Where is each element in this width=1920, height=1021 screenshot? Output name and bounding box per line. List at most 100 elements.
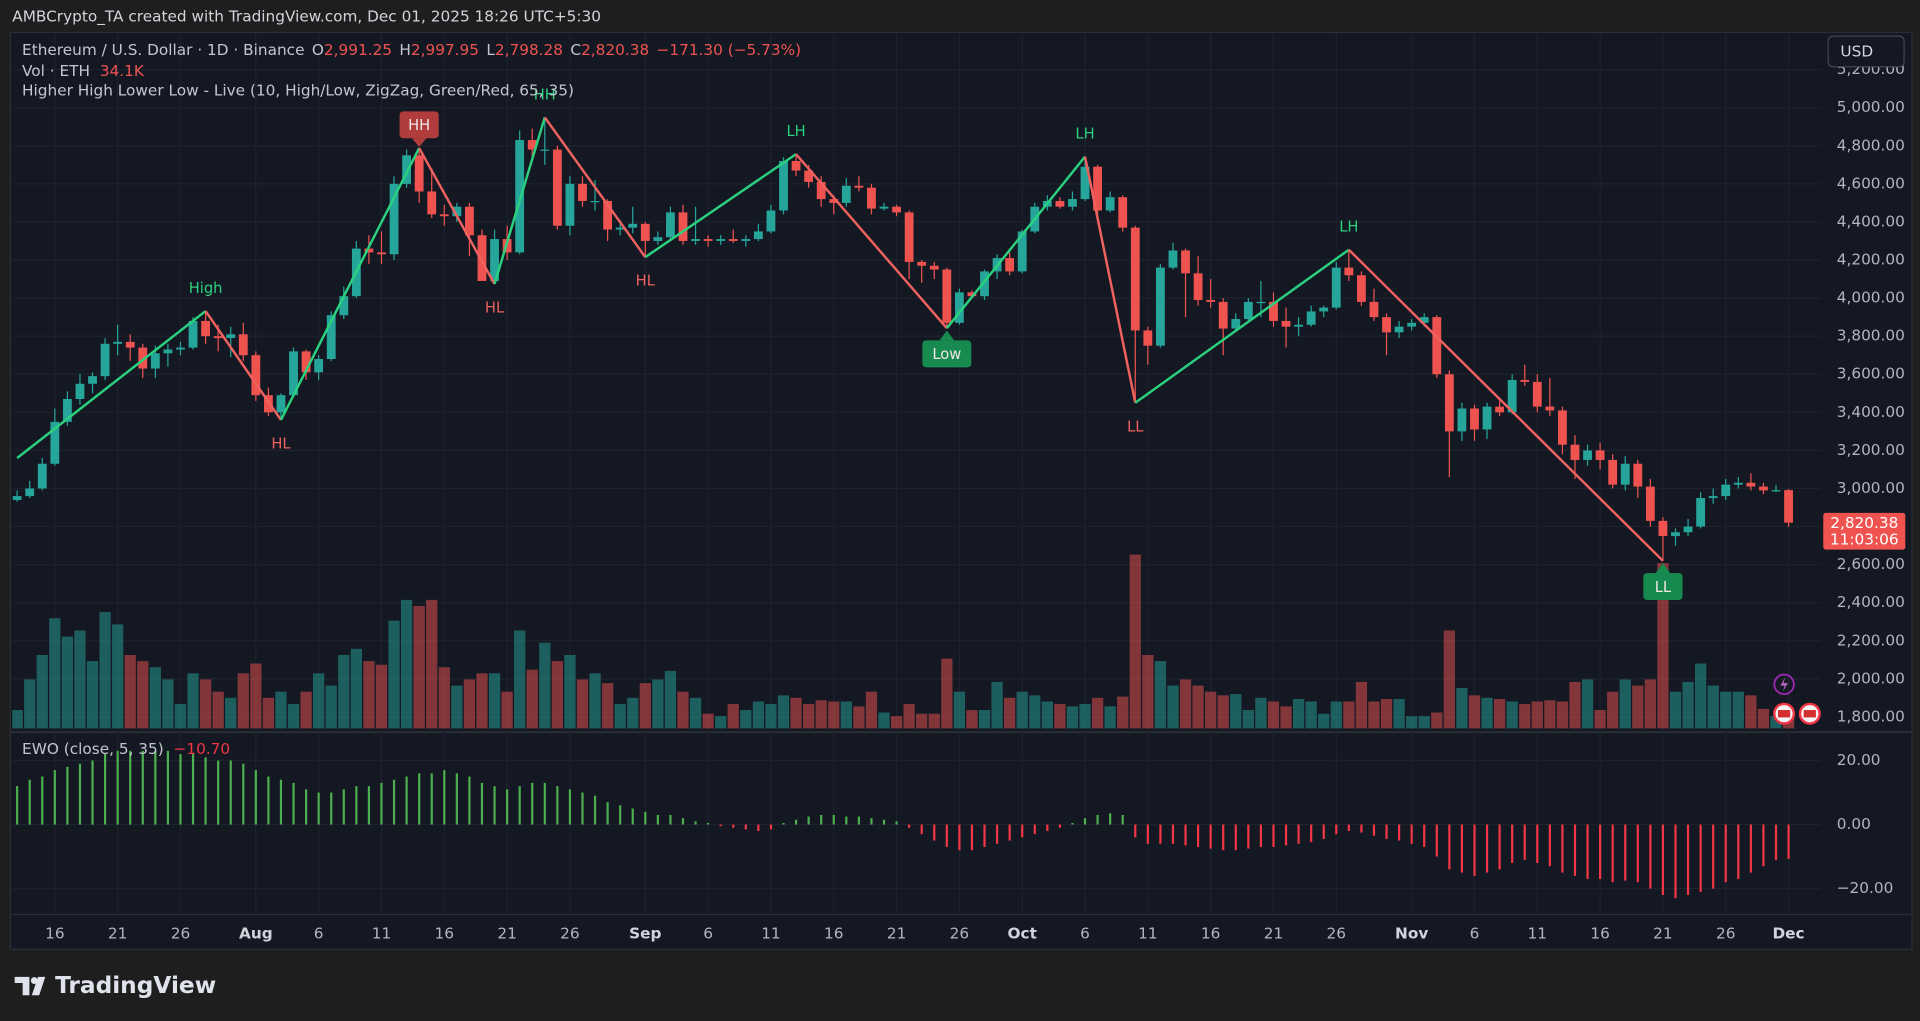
volume-bar [363, 661, 375, 729]
pivot-label: LL [1655, 579, 1672, 596]
volume-bar [174, 703, 187, 729]
currency-button[interactable]: USD [1827, 35, 1905, 68]
pivot-label: LL [1127, 418, 1144, 435]
legend-value: 2,798.28 [495, 41, 563, 59]
volume-bar [463, 679, 476, 729]
zigzag-segment [418, 147, 496, 285]
currency-button-box[interactable] [1827, 35, 1905, 68]
volume-bar [1091, 697, 1104, 729]
x-tick-label: 21 [1653, 925, 1672, 943]
volume-bar [1192, 685, 1204, 729]
event-flag [1777, 710, 1791, 718]
candle-body [515, 140, 525, 253]
candle-body [565, 183, 575, 226]
x-tick-label: Nov [1395, 925, 1428, 943]
candle-body [50, 421, 60, 464]
pivot-label: HL [485, 299, 505, 316]
legend-line: Ethereum / U.S. Dollar · 1D · Binance O2,… [22, 41, 801, 59]
x-tick-label: 21 [497, 925, 516, 943]
zigzag-segment [795, 153, 948, 329]
candle-body [929, 265, 939, 270]
zigzag-segment [543, 116, 647, 258]
x-tick-label: 26 [560, 925, 579, 943]
y-tick-label: 4,200.00 [1837, 251, 1905, 269]
candle-body [1746, 482, 1756, 487]
candle-body [1784, 490, 1793, 523]
volume-bar [1519, 703, 1531, 729]
candle-body [439, 214, 449, 217]
volume-bar [639, 683, 651, 729]
candle-body [1294, 324, 1304, 327]
candle-body [1482, 406, 1492, 430]
candle-body [1583, 450, 1592, 460]
volume-bar [313, 673, 325, 729]
volume-bar [1255, 697, 1267, 729]
candle-body [854, 185, 864, 188]
candle-body [766, 210, 776, 232]
volume-bar [941, 658, 953, 729]
volume-bar [300, 691, 312, 729]
logo-mark [31, 976, 46, 996]
volume-bar [1694, 663, 1707, 729]
candle-body [603, 200, 613, 230]
x-tick-label: Oct [1008, 925, 1037, 943]
volume-bar [1179, 679, 1192, 729]
volume-bar [112, 624, 124, 729]
volume-bar [225, 697, 237, 729]
x-tick-label: Dec [1772, 925, 1804, 943]
x-tick-label: 11 [372, 925, 391, 943]
volume-bar [501, 691, 513, 729]
volume-bar [652, 679, 664, 729]
candle-body [628, 223, 638, 228]
volume-bar [526, 669, 538, 729]
candle-body [188, 320, 198, 348]
y-tick-label: 3,000.00 [1837, 479, 1905, 497]
pivot-label-pointer [939, 330, 955, 341]
footer-logo-text: TradingView [55, 972, 216, 999]
candle-body [1005, 258, 1015, 272]
volume-bar [250, 663, 262, 729]
candle-body [25, 488, 35, 497]
volume-bar [199, 679, 212, 729]
candle-body [1193, 273, 1203, 300]
candle-body [213, 336, 223, 339]
candle-body [841, 185, 851, 203]
pivot-label-pointer [411, 138, 427, 147]
candle-body [1080, 166, 1090, 200]
volume-bar [1041, 701, 1053, 729]
legend-key: L [486, 41, 495, 59]
volume-bar [1305, 701, 1317, 729]
candle-body [1733, 482, 1743, 485]
pivot-label-box [922, 340, 972, 368]
candle-body [201, 320, 210, 337]
currency-label[interactable]: USD [1840, 43, 1873, 61]
pivot-label: HL [636, 273, 656, 290]
candle-body [1645, 486, 1655, 521]
volume-bar [388, 620, 400, 729]
candle-body [1558, 410, 1567, 445]
candle-body [867, 187, 876, 209]
candle-body [150, 353, 160, 369]
volume-bar [777, 695, 790, 729]
candle-body [289, 351, 298, 396]
candle-body [1708, 496, 1718, 499]
volume-bar [1644, 679, 1656, 729]
zigzag-segment [16, 310, 207, 459]
volume-bar [1054, 703, 1066, 729]
candle-body [37, 463, 47, 489]
volume-bar [338, 654, 350, 729]
zigzag-segment [279, 147, 421, 421]
candle-body [879, 206, 889, 209]
volume-bar [1531, 701, 1543, 729]
candle-body [578, 183, 587, 201]
ewo-value: −10.70 [174, 740, 231, 758]
volume-bar [752, 701, 765, 729]
volume-bar [1581, 679, 1594, 729]
candle-body [1620, 463, 1630, 485]
y-tick-label: 1,800.00 [1837, 707, 1905, 725]
pivot-label: HH [534, 86, 556, 103]
volume-bar [1556, 701, 1569, 729]
candle-body [640, 223, 650, 241]
candle-body [666, 212, 675, 238]
volume-bar [802, 703, 815, 729]
